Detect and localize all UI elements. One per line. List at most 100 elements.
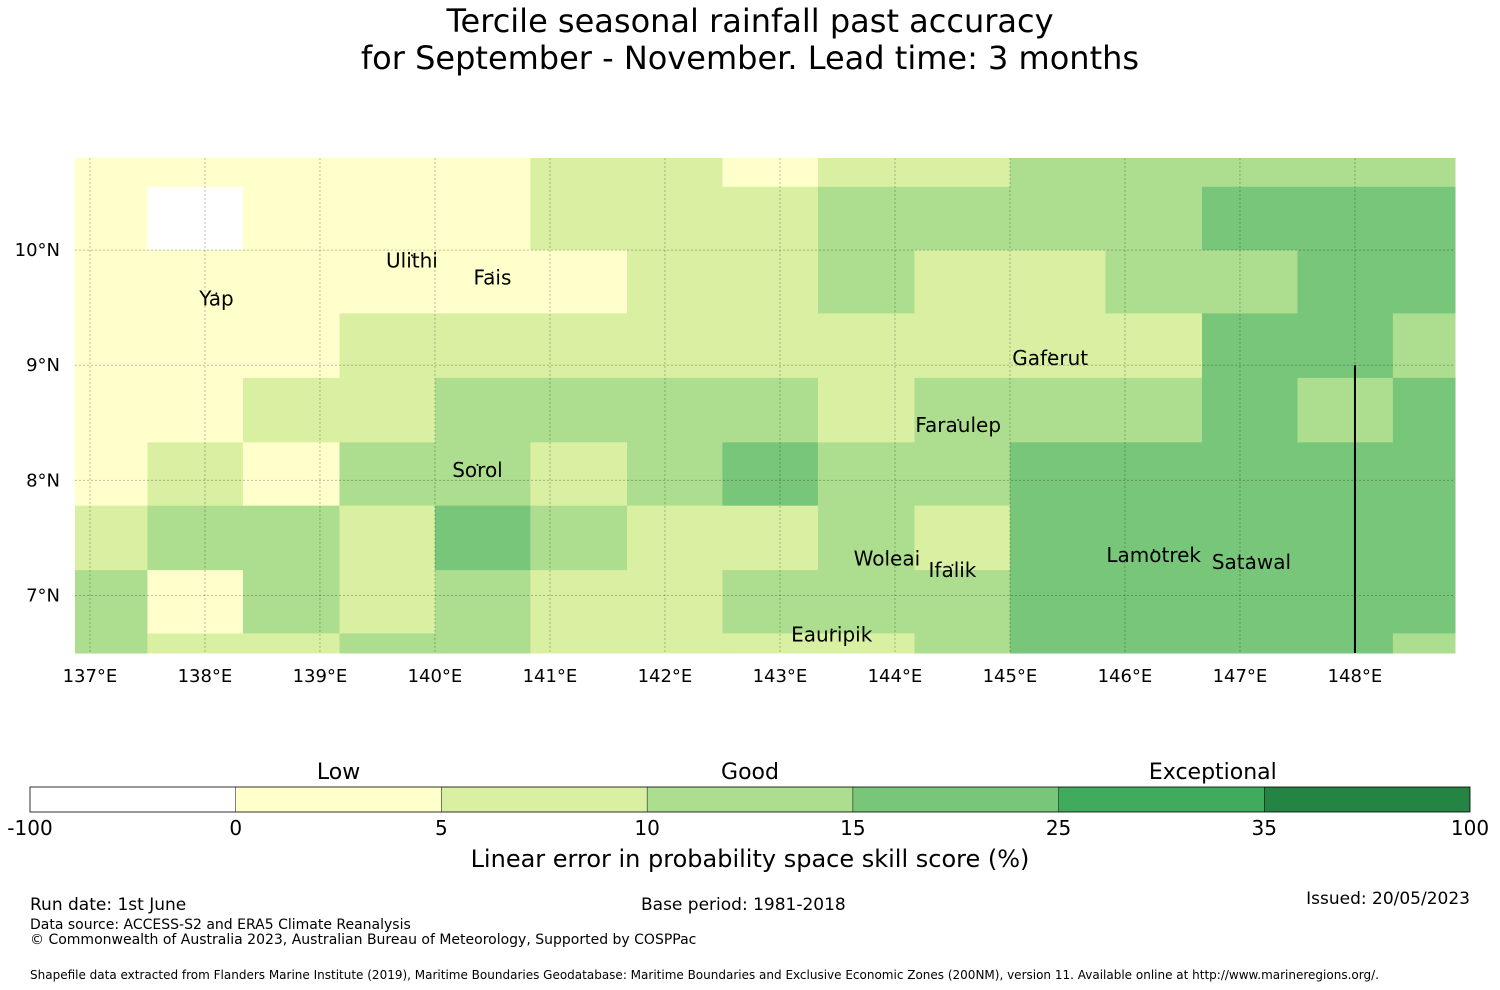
skill-cell: [1009, 505, 1456, 571]
run-date: Run date: 1st June: [30, 895, 187, 915]
skill-cell: [75, 250, 531, 314]
colorbar-bin: [235, 787, 442, 812]
longitude-tick-label: 146°E: [1098, 666, 1153, 687]
skill-cell: [1297, 250, 1456, 314]
colorbar-tick-label: 5: [435, 816, 448, 840]
skill-cell: [242, 570, 340, 634]
place-label: Fais: [473, 266, 511, 290]
skill-cell: [242, 442, 340, 507]
skill-cell: [530, 570, 723, 634]
longitude-tick-label: 143°E: [753, 666, 808, 687]
skill-cell: [1105, 250, 1298, 314]
skill-cell: [434, 377, 819, 443]
skill-cell: [817, 442, 1011, 507]
skill-cell: [1297, 377, 1394, 443]
skill-cell: [147, 186, 244, 251]
skill-cell: [339, 313, 1203, 379]
skill-cell: [530, 442, 628, 507]
skill-cell: [530, 186, 819, 251]
colorbar-bin: [30, 787, 236, 812]
skill-cell: [1392, 633, 1456, 654]
skill-cell: [434, 633, 531, 654]
place-label: Satawal: [1212, 550, 1291, 574]
place-label: Yap: [198, 286, 233, 310]
island-marker: [1250, 555, 1253, 558]
colorbar-tick-label: 0: [229, 816, 243, 840]
island-marker: [215, 292, 218, 295]
colorbar-tick-label: 15: [840, 816, 866, 840]
skill-cell: [530, 505, 628, 571]
longitude-tick-labels: 137°E 138°E 139°E 140°E 141°E 142°E 143°E 144°E…: [63, 666, 1383, 687]
colorbar-title: Linear error in probability space skill …: [470, 845, 1030, 873]
skill-cell: [1392, 377, 1456, 443]
skill-cell: [75, 313, 340, 379]
skill-cell: [75, 377, 244, 443]
skill-cell: [434, 505, 531, 571]
island-marker: [885, 552, 888, 555]
skill-cell: [339, 442, 531, 507]
skill-cell: [339, 633, 436, 654]
place-label: Faraulep: [915, 413, 1001, 437]
colorbar-category-label: Good: [721, 760, 779, 785]
skill-cell: [75, 633, 148, 654]
base-period: Base period: 1981-2018: [641, 895, 846, 915]
colorbar-bin: [441, 787, 648, 812]
latitude-tick-label: 7°N: [26, 585, 60, 606]
place-label: Sorol: [452, 458, 503, 482]
skill-cell: [75, 570, 148, 634]
skill-cell: [530, 158, 723, 188]
skill-cell: [914, 633, 1011, 654]
skill-cell: [1009, 158, 1456, 188]
longitude-tick-label: 138°E: [178, 666, 233, 687]
skill-cell: [722, 633, 915, 654]
longitude-tick-label: 148°E: [1328, 666, 1383, 687]
island-marker: [1049, 352, 1052, 355]
colorbar-tick-label: 35: [1251, 816, 1278, 840]
longitude-tick-label: 140°E: [408, 666, 463, 687]
longitude-tick-label: 145°E: [983, 666, 1038, 687]
skill-cell: [627, 505, 819, 571]
latitude-tick-labels: 7°N 8°N 9°N 10°N: [15, 240, 60, 606]
place-label: Lamotrek: [1106, 543, 1201, 567]
skill-cell: [722, 158, 819, 188]
colorbar-category-label: Exceptional: [1148, 760, 1277, 785]
skill-cell: [914, 250, 1106, 314]
place-label: Woleai: [854, 547, 921, 571]
skill-cell: [147, 442, 244, 507]
colorbar: [29, 786, 1471, 813]
skill-cell: [242, 186, 531, 251]
shapefile-credit: Shapefile data extracted from Flanders M…: [30, 968, 1379, 982]
place-label: Ifalik: [929, 558, 977, 582]
skill-cell: [1202, 186, 1456, 251]
chart-title-line-1: Tercile seasonal rainfall past accuracy: [446, 2, 1054, 40]
island-marker: [951, 564, 954, 567]
place-label: Eauripik: [791, 622, 873, 646]
skill-cell: [1202, 377, 1298, 443]
skill-cell: [1009, 570, 1456, 634]
colorbar-outline: [29, 786, 1471, 813]
skill-cell: [627, 250, 819, 314]
skill-cell: [339, 570, 436, 634]
colorbar-bin: [1264, 787, 1470, 812]
skill-cell: [242, 158, 531, 188]
place-labels-layer: Ulithi Fais Yap Gaferut Faraulep Sorol Woleai I…: [198, 248, 1291, 646]
place-label: Ulithi: [386, 248, 438, 272]
data-source: Data source: ACCESS-S2 and ERA5 Climate …: [30, 917, 411, 933]
skill-cell: [147, 505, 340, 571]
colorbar-bin: [1058, 787, 1265, 812]
colorbar-bin: [647, 787, 853, 812]
skill-cell: [75, 442, 148, 507]
skill-cell: [1202, 313, 1394, 379]
place-label: Gaferut: [1012, 346, 1088, 370]
skill-cell: [1392, 313, 1456, 379]
skill-cell: [75, 505, 148, 571]
longitude-tick-label: 137°E: [63, 666, 118, 687]
skill-cell: [147, 158, 244, 188]
island-marker: [476, 463, 479, 466]
longitude-tick-label: 147°E: [1213, 666, 1268, 687]
longitude-tick-label: 139°E: [293, 666, 348, 687]
latitude-tick-label: 9°N: [26, 355, 60, 376]
gridlines-layer: [75, 158, 1455, 653]
skill-cell: [530, 633, 723, 654]
colorbar-tick-label: 10: [634, 816, 660, 840]
